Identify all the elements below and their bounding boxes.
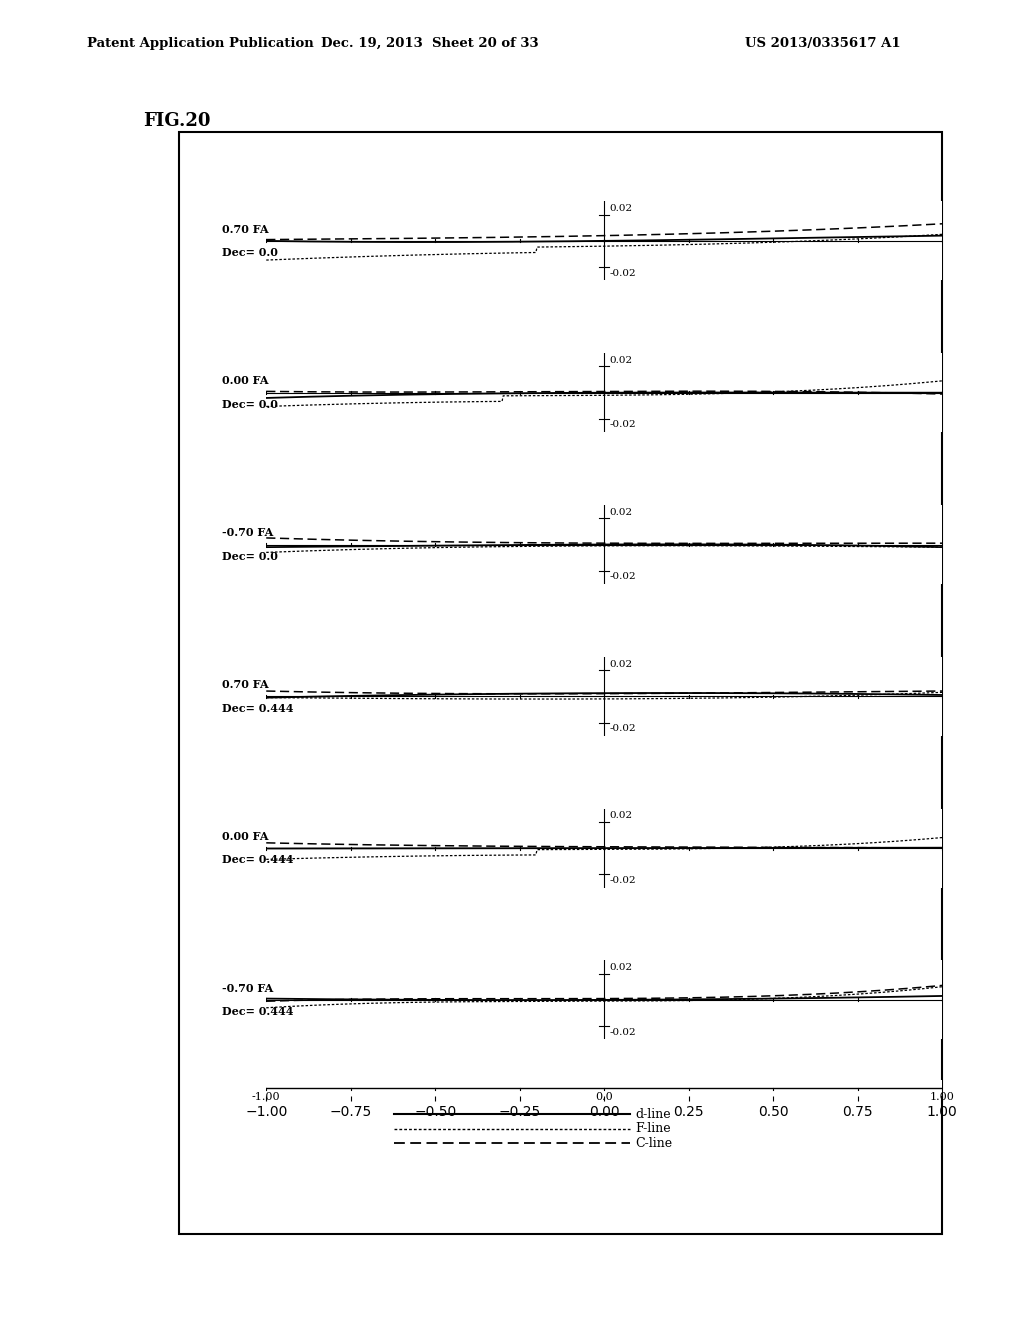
Text: 0.02: 0.02 <box>609 205 633 214</box>
Text: Dec= 0.0: Dec= 0.0 <box>222 399 279 411</box>
Text: C-line: C-line <box>635 1137 672 1150</box>
Text: 0.02: 0.02 <box>609 812 633 821</box>
Text: Dec= 0.444: Dec= 0.444 <box>222 1006 294 1018</box>
Text: d-line: d-line <box>635 1107 671 1121</box>
Text: 0.70 FA: 0.70 FA <box>222 678 269 690</box>
Text: Patent Application Publication: Patent Application Publication <box>87 37 313 50</box>
Text: Dec= 0.444: Dec= 0.444 <box>222 702 294 714</box>
Text: -0.02: -0.02 <box>609 268 636 277</box>
Text: -0.70 FA: -0.70 FA <box>222 527 273 539</box>
Text: Dec. 19, 2013  Sheet 20 of 33: Dec. 19, 2013 Sheet 20 of 33 <box>322 37 539 50</box>
Text: 0.0: 0.0 <box>595 1092 613 1102</box>
Text: 0.02: 0.02 <box>609 964 633 973</box>
Text: -0.02: -0.02 <box>609 572 636 581</box>
Text: -0.02: -0.02 <box>609 875 636 884</box>
Text: -0.70 FA: -0.70 FA <box>222 982 273 994</box>
Text: Dec= 0.0: Dec= 0.0 <box>222 550 279 562</box>
Text: F-line: F-line <box>635 1122 671 1135</box>
Text: 0.02: 0.02 <box>609 508 633 517</box>
Text: Dec= 0.0: Dec= 0.0 <box>222 247 279 259</box>
Text: 0.00 FA: 0.00 FA <box>222 375 269 387</box>
Text: 0.70 FA: 0.70 FA <box>222 223 269 235</box>
Text: -0.02: -0.02 <box>609 420 636 429</box>
Text: -1.00: -1.00 <box>252 1092 281 1102</box>
Text: -0.02: -0.02 <box>609 1027 636 1036</box>
Text: 0.02: 0.02 <box>609 356 633 366</box>
Text: 0.02: 0.02 <box>609 660 633 669</box>
Bar <box>179 132 942 1234</box>
Text: 1.00: 1.00 <box>930 1092 954 1102</box>
Text: -0.02: -0.02 <box>609 723 636 733</box>
Text: Dec= 0.444: Dec= 0.444 <box>222 854 294 866</box>
Text: 0.00 FA: 0.00 FA <box>222 830 269 842</box>
Text: FIG.20: FIG.20 <box>143 112 211 131</box>
Text: US 2013/0335617 A1: US 2013/0335617 A1 <box>745 37 901 50</box>
